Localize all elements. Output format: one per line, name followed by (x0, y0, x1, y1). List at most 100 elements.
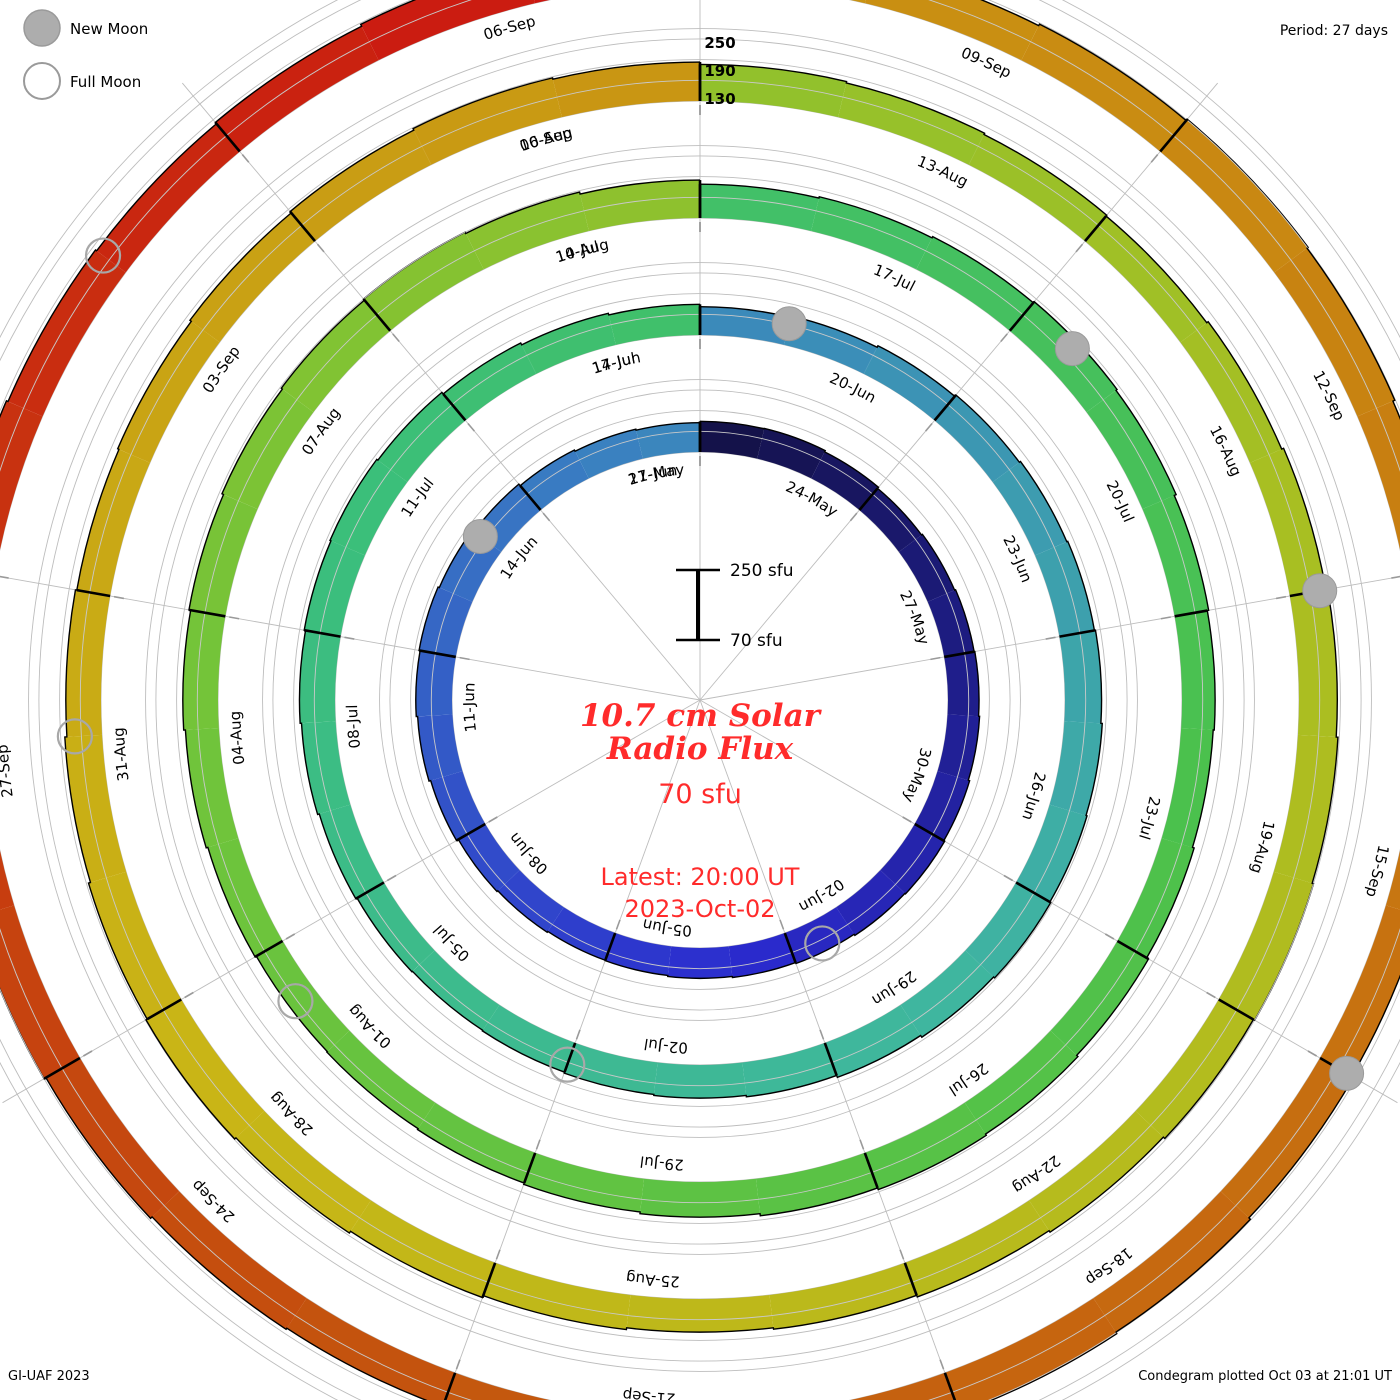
flux-day-segment (916, 236, 1034, 331)
minor-tick (488, 816, 498, 823)
three-day-tick (519, 484, 542, 511)
flux-day-segment (904, 1200, 1050, 1297)
flux-day-segment (552, 62, 700, 118)
minor-tick (229, 616, 240, 620)
flux-day-segment (580, 180, 700, 231)
three-day-tick (289, 210, 316, 242)
flux-day-segment (728, 933, 796, 978)
period-label: Period: 27 days (1280, 23, 1388, 39)
minor-tick (1275, 595, 1287, 600)
flux-day-segment (445, 1372, 550, 1400)
minor-tick (1003, 874, 1014, 882)
new-moon-icon (1054, 331, 1090, 367)
minor-tick (392, 333, 400, 343)
flux-day-segment (521, 313, 616, 374)
flux-day-segment (189, 212, 315, 343)
three-day-tick (362, 298, 392, 332)
latest-date-label: 2023-Oct-02 (624, 895, 775, 923)
flux-day-segment (836, 870, 905, 936)
flux-day-segment (417, 714, 463, 782)
flux-day-segment (824, 1004, 921, 1078)
minor-tick (779, 919, 785, 930)
flux-day-segment (377, 392, 466, 483)
flux-day-segment (1385, 850, 1400, 910)
date-label: 15-Sep (1362, 843, 1392, 899)
flux-day-segment (639, 1178, 761, 1218)
minor-tick (939, 1359, 945, 1370)
flux-day-segment (863, 345, 955, 421)
flux-day-segment (992, 461, 1067, 556)
band-inner-gridline (1254, 883, 1314, 1021)
grid-spoke (0, 576, 701, 701)
minor-tick (467, 422, 475, 432)
three-day-tick (863, 1152, 879, 1189)
flux-day-segment (299, 630, 341, 724)
flux-day-segment (1289, 589, 1338, 738)
three-day-tick (188, 608, 226, 618)
grid-spoke (181, 82, 701, 701)
latest-time-label: Latest: 20:00 UT (601, 863, 800, 891)
flux-day-segment (350, 1200, 496, 1298)
flux-day-segment (304, 540, 365, 637)
flux-day-segment (520, 450, 589, 511)
flux-day-segment (483, 1262, 631, 1330)
new-moon-icon (1329, 1055, 1365, 1091)
period-info: Period: 27 days (1280, 23, 1388, 39)
minor-tick (1045, 636, 1056, 640)
flux-day-segment (145, 999, 265, 1139)
flux-day-segment (0, 850, 15, 910)
flux-day-segment (1135, 999, 1254, 1139)
flux-day-segment (8, 249, 126, 417)
grid-spoke (699, 699, 956, 1400)
minor-tick (459, 656, 470, 661)
grid-spoke (444, 699, 701, 1400)
three-day-tick (418, 649, 456, 659)
flux-day-segment (1035, 541, 1095, 637)
flux-day-segment (1085, 216, 1207, 343)
three-day-tick (604, 932, 617, 961)
radial-scale-labels: 250 190 130 (704, 34, 735, 108)
flux-day-segment (1021, 24, 1187, 152)
scale-bar-icon (676, 568, 720, 642)
date-label: 27-Sep (0, 744, 17, 799)
flux-day-segment (1142, 495, 1209, 617)
minor-tick (1000, 333, 1008, 343)
flux-day-segment (1174, 610, 1216, 730)
flux-day-segment (1250, 448, 1326, 596)
minor-tick (495, 1249, 501, 1260)
minor-tick (1075, 243, 1084, 253)
chart-title-line1: 10.7 cm Solar (580, 698, 823, 734)
flux-profile-line (415, 420, 981, 979)
flux-day-segment (1016, 804, 1088, 902)
date-label: 06-Sep (517, 124, 573, 155)
flux-day-segment (326, 1030, 436, 1129)
minor-tick (344, 636, 355, 640)
flux-profile-line (182, 179, 1216, 1218)
date-label: 11-Jun (460, 682, 480, 733)
minor-tick (455, 1359, 461, 1370)
flux-day-segment (653, 1062, 747, 1099)
date-label: 29-Jul (639, 1152, 684, 1174)
flux-day-segment (1086, 390, 1177, 510)
date-label: 08-Jul (343, 704, 364, 749)
flux-day-segment (76, 449, 150, 596)
flux-day-segment (1274, 248, 1395, 417)
date-label: 19-Aug (1247, 819, 1278, 876)
minor-tick (1391, 575, 1400, 579)
flux-day-segment (357, 882, 435, 972)
date-label: 04-Aug (226, 711, 248, 766)
flux-day-segment (937, 714, 980, 781)
date-label: 21-Sep (622, 1386, 676, 1400)
flux-day-segment (1029, 1111, 1164, 1233)
three-day-tick (1084, 215, 1108, 242)
flux-day-segment (1160, 119, 1309, 273)
flux-day-segment (914, 771, 970, 841)
flux-day-segment (547, 907, 616, 961)
date-label: 25-Aug (625, 1268, 680, 1290)
new-moon-icon (771, 306, 807, 342)
minor-tick (82, 1050, 93, 1057)
flux-day-segment (330, 459, 408, 556)
flux-day-segment (360, 0, 535, 61)
